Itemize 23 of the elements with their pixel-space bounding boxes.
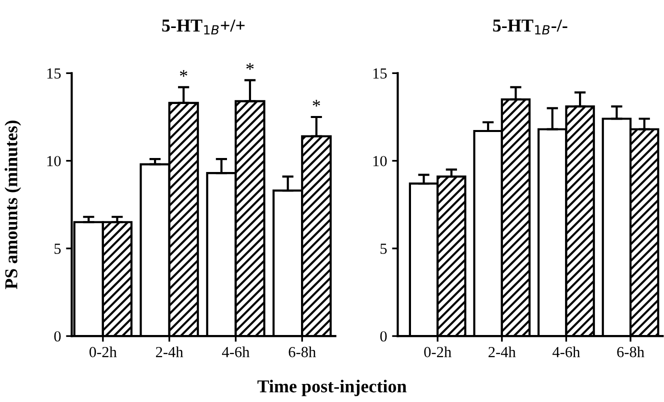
text: * [246, 63, 254, 70]
x-tick-label: 6-8h [288, 346, 316, 358]
x-tick-label: 4-6h [222, 346, 250, 358]
y-tick-label: 5 [380, 244, 387, 254]
x-tick-label: 2-4h [156, 346, 184, 358]
x-tick-label: 4-6h [552, 346, 580, 358]
y-tick-label: 15 [373, 68, 387, 79]
y-tick-label: 0 [380, 331, 387, 342]
chart-title: 5-HT$_{1B}$-/- [493, 20, 568, 34]
y-tick-label: 10 [47, 156, 61, 166]
x-tick-label: 2-4h [488, 346, 516, 358]
y-tick-label: 15 [47, 68, 61, 79]
x-tick-label: 0-2h [90, 346, 117, 358]
x-axis-title: Time post-injection [257, 380, 407, 396]
annotation: * [312, 100, 320, 107]
y-axis-title: PS amounts (minutes) [4, 120, 22, 290]
y-tick-label: 0 [54, 331, 61, 342]
y-tick-label: 5 [54, 244, 61, 254]
chart-title: 5-HT$_{1B}$+/+ [162, 20, 245, 34]
x-tick-label: 0-2h [424, 346, 452, 358]
annotation: * [180, 70, 188, 77]
x-tick-label: 6-8h [617, 346, 644, 358]
y-tick-label: 10 [373, 156, 387, 166]
